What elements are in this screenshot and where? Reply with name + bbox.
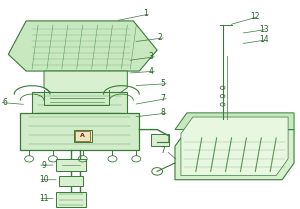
Bar (20, 113, 139, 150)
Text: 4: 4 (149, 66, 154, 76)
Bar (151, 134, 169, 146)
Text: 12: 12 (250, 12, 260, 21)
Text: 7: 7 (160, 94, 166, 103)
Bar (59, 176, 83, 186)
Polygon shape (175, 130, 294, 180)
Bar (32, 92, 127, 117)
Text: 10: 10 (39, 175, 49, 184)
Text: 5: 5 (160, 79, 166, 88)
Text: 8: 8 (161, 108, 165, 117)
Polygon shape (175, 113, 294, 130)
Bar (56, 159, 86, 171)
Bar (56, 192, 86, 207)
Text: A: A (80, 133, 85, 138)
Text: 2: 2 (158, 33, 163, 42)
Polygon shape (44, 71, 127, 100)
Text: 13: 13 (260, 25, 269, 34)
Text: 9: 9 (42, 161, 46, 170)
Bar (75, 131, 90, 141)
Text: 3: 3 (149, 52, 154, 61)
Bar (74, 130, 92, 142)
Text: 7: 7 (160, 146, 166, 155)
Text: 6: 6 (3, 98, 8, 107)
Text: 11: 11 (39, 194, 49, 203)
Text: 14: 14 (260, 35, 269, 44)
Polygon shape (181, 117, 288, 176)
Text: 1: 1 (143, 9, 148, 18)
Polygon shape (8, 21, 157, 71)
